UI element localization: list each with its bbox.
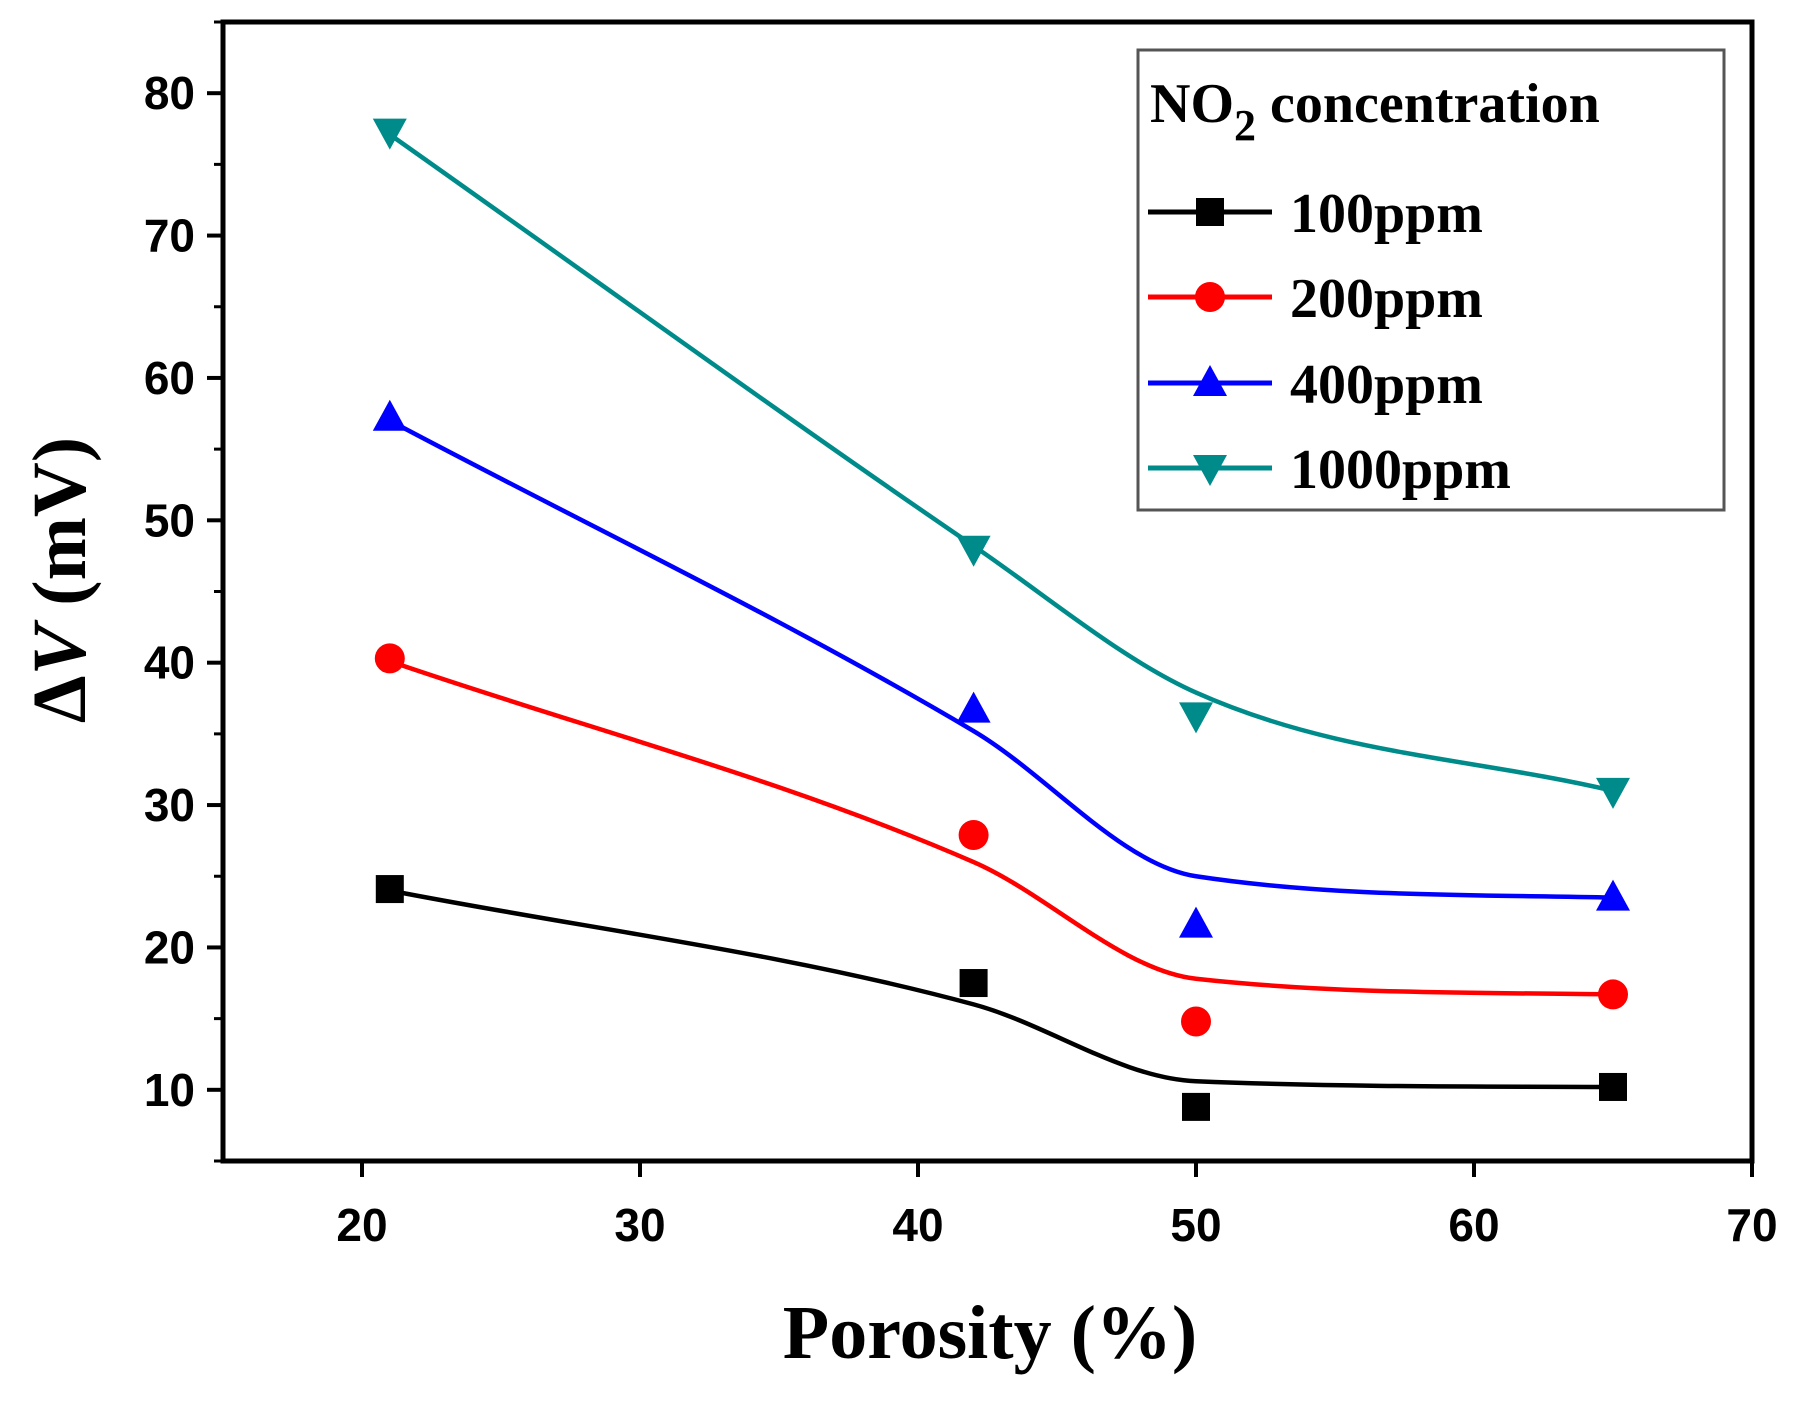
legend-marker-400ppm [1193,365,1227,396]
data-point-100ppm [1182,1092,1210,1121]
series-line-1000ppm [388,132,1614,794]
y-tick-label: 70 [144,210,195,262]
y-tick-label: 80 [144,67,195,119]
legend-entries: 100ppm 200ppm 400ppm 1000ppm [1148,183,1511,501]
data-point-1000ppm [372,118,407,150]
legend-title: NO2 concentration [1150,73,1600,150]
series-line-200ppm [389,659,1614,997]
series-line-400ppm [388,418,1614,900]
legend-label-100ppm: 100ppm [1290,183,1483,245]
y-tick-label: 20 [144,921,195,973]
y-tick-label: 10 [144,1064,195,1116]
data-point-400ppm [956,691,991,723]
legend: NO2 concentration 100ppm 200ppm 400ppm 1000… [1136,48,1726,512]
y-axis-title-unit: (mV) [18,437,102,625]
y-tick-label: 30 [144,779,195,831]
x-tick-label: 20 [336,1199,387,1251]
y-axis-title-prefix: Δ [18,675,102,723]
data-point-400ppm [1179,906,1213,938]
plot-marks [372,118,1630,1121]
data-point-100ppm [375,875,404,904]
x-tick-label: 40 [892,1199,943,1251]
data-point-100ppm [959,969,988,998]
legend-marker-1000ppm [1193,455,1227,486]
data-point-200ppm [1598,979,1628,1010]
data-point-1000ppm [956,535,991,567]
legend-label-400ppm: 400ppm [1290,354,1483,416]
data-point-1000ppm [1179,702,1213,734]
x-tick-label: 30 [614,1199,665,1251]
x-tick-label: 50 [1170,1199,1221,1251]
data-point-200ppm [1181,1006,1211,1037]
legend-title-main: NO [1150,73,1234,135]
legend-title-subscript: 2 [1234,101,1256,150]
series-line-100ppm [389,888,1614,1090]
legend-marker-100ppm [1196,198,1224,226]
y-tick-label: 40 [144,637,195,689]
legend-marker-200ppm [1195,282,1225,312]
x-tick-label: 60 [1448,1199,1499,1251]
data-point-400ppm [372,399,407,431]
y-axis-title: ΔV (mV) [18,437,102,723]
data-point-1000ppm [1596,777,1630,809]
legend-label-1000ppm: 1000ppm [1290,439,1511,501]
legend-title-rest: concentration [1256,73,1600,135]
legend-label-200ppm: 200ppm [1290,268,1483,330]
y-tick-label: 50 [144,494,195,546]
axis-ticks: 20 30 40 50 60 70 10 20 30 40 50 60 70 80 [144,20,1778,1251]
y-tick-label: 60 [144,352,195,404]
data-point-100ppm [1599,1072,1627,1101]
data-point-200ppm [958,819,989,850]
x-tick-label: 70 [1726,1199,1777,1251]
x-axis-title: Porosity (%) [783,1291,1197,1375]
legend-box [1136,48,1726,512]
data-point-400ppm [1596,879,1630,911]
data-point-200ppm [374,643,405,674]
y-axis-title-variable: V [18,619,102,675]
